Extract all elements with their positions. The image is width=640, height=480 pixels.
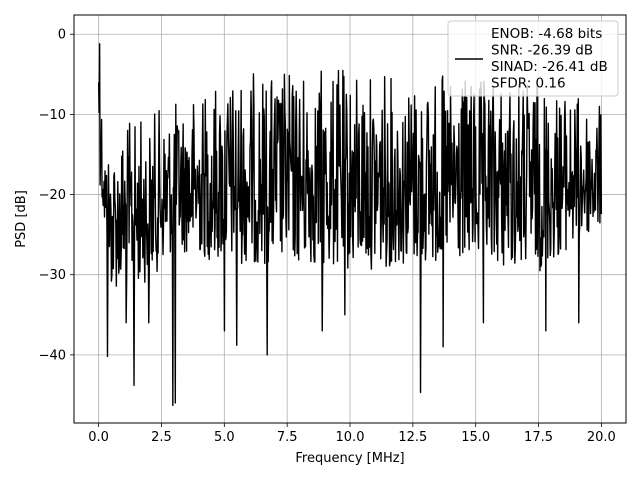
x-tick-label: 2.5 — [151, 430, 172, 445]
x-tick-label: 17.5 — [524, 430, 553, 445]
x-axis-label: Frequency [MHz] — [295, 451, 404, 466]
x-axis: 0.0 2.5 5.0 7.5 10.0 12.5 15.0 17.5 20.0 — [88, 423, 616, 445]
y-axis: 0 −10 −20 −30 −40 — [39, 28, 74, 363]
x-tick-label: 15.0 — [461, 430, 490, 445]
x-tick-label: 5.0 — [214, 430, 235, 445]
legend-entry-snr: SNR: -26.39 dB — [491, 43, 593, 59]
legend-entry-enob: ENOB: -4.68 bits — [491, 26, 602, 42]
y-tick-label: 0 — [58, 28, 66, 43]
psd-series-line — [97, 43, 603, 407]
legend-entry-sfdr: SFDR: 0.16 — [491, 76, 566, 92]
y-tick-label: −30 — [39, 268, 66, 283]
x-tick-label: 10.0 — [336, 430, 365, 445]
legend-box — [447, 20, 619, 97]
x-tick-label: 12.5 — [398, 430, 427, 445]
x-tick-label: 7.5 — [277, 430, 298, 445]
plot-area — [97, 43, 603, 407]
y-tick-label: −10 — [39, 108, 66, 123]
y-tick-label: −40 — [39, 348, 66, 363]
y-axis-label: PSD [dB] — [14, 190, 29, 248]
x-tick-label: 20.0 — [587, 430, 616, 445]
x-tick-label: 0.0 — [88, 430, 109, 445]
legend: ENOB: -4.68 bits SNR: -26.39 dB SINAD: -… — [447, 20, 619, 97]
y-tick-label: −20 — [39, 188, 66, 203]
legend-entry-sinad: SINAD: -26.41 dB — [491, 59, 608, 75]
